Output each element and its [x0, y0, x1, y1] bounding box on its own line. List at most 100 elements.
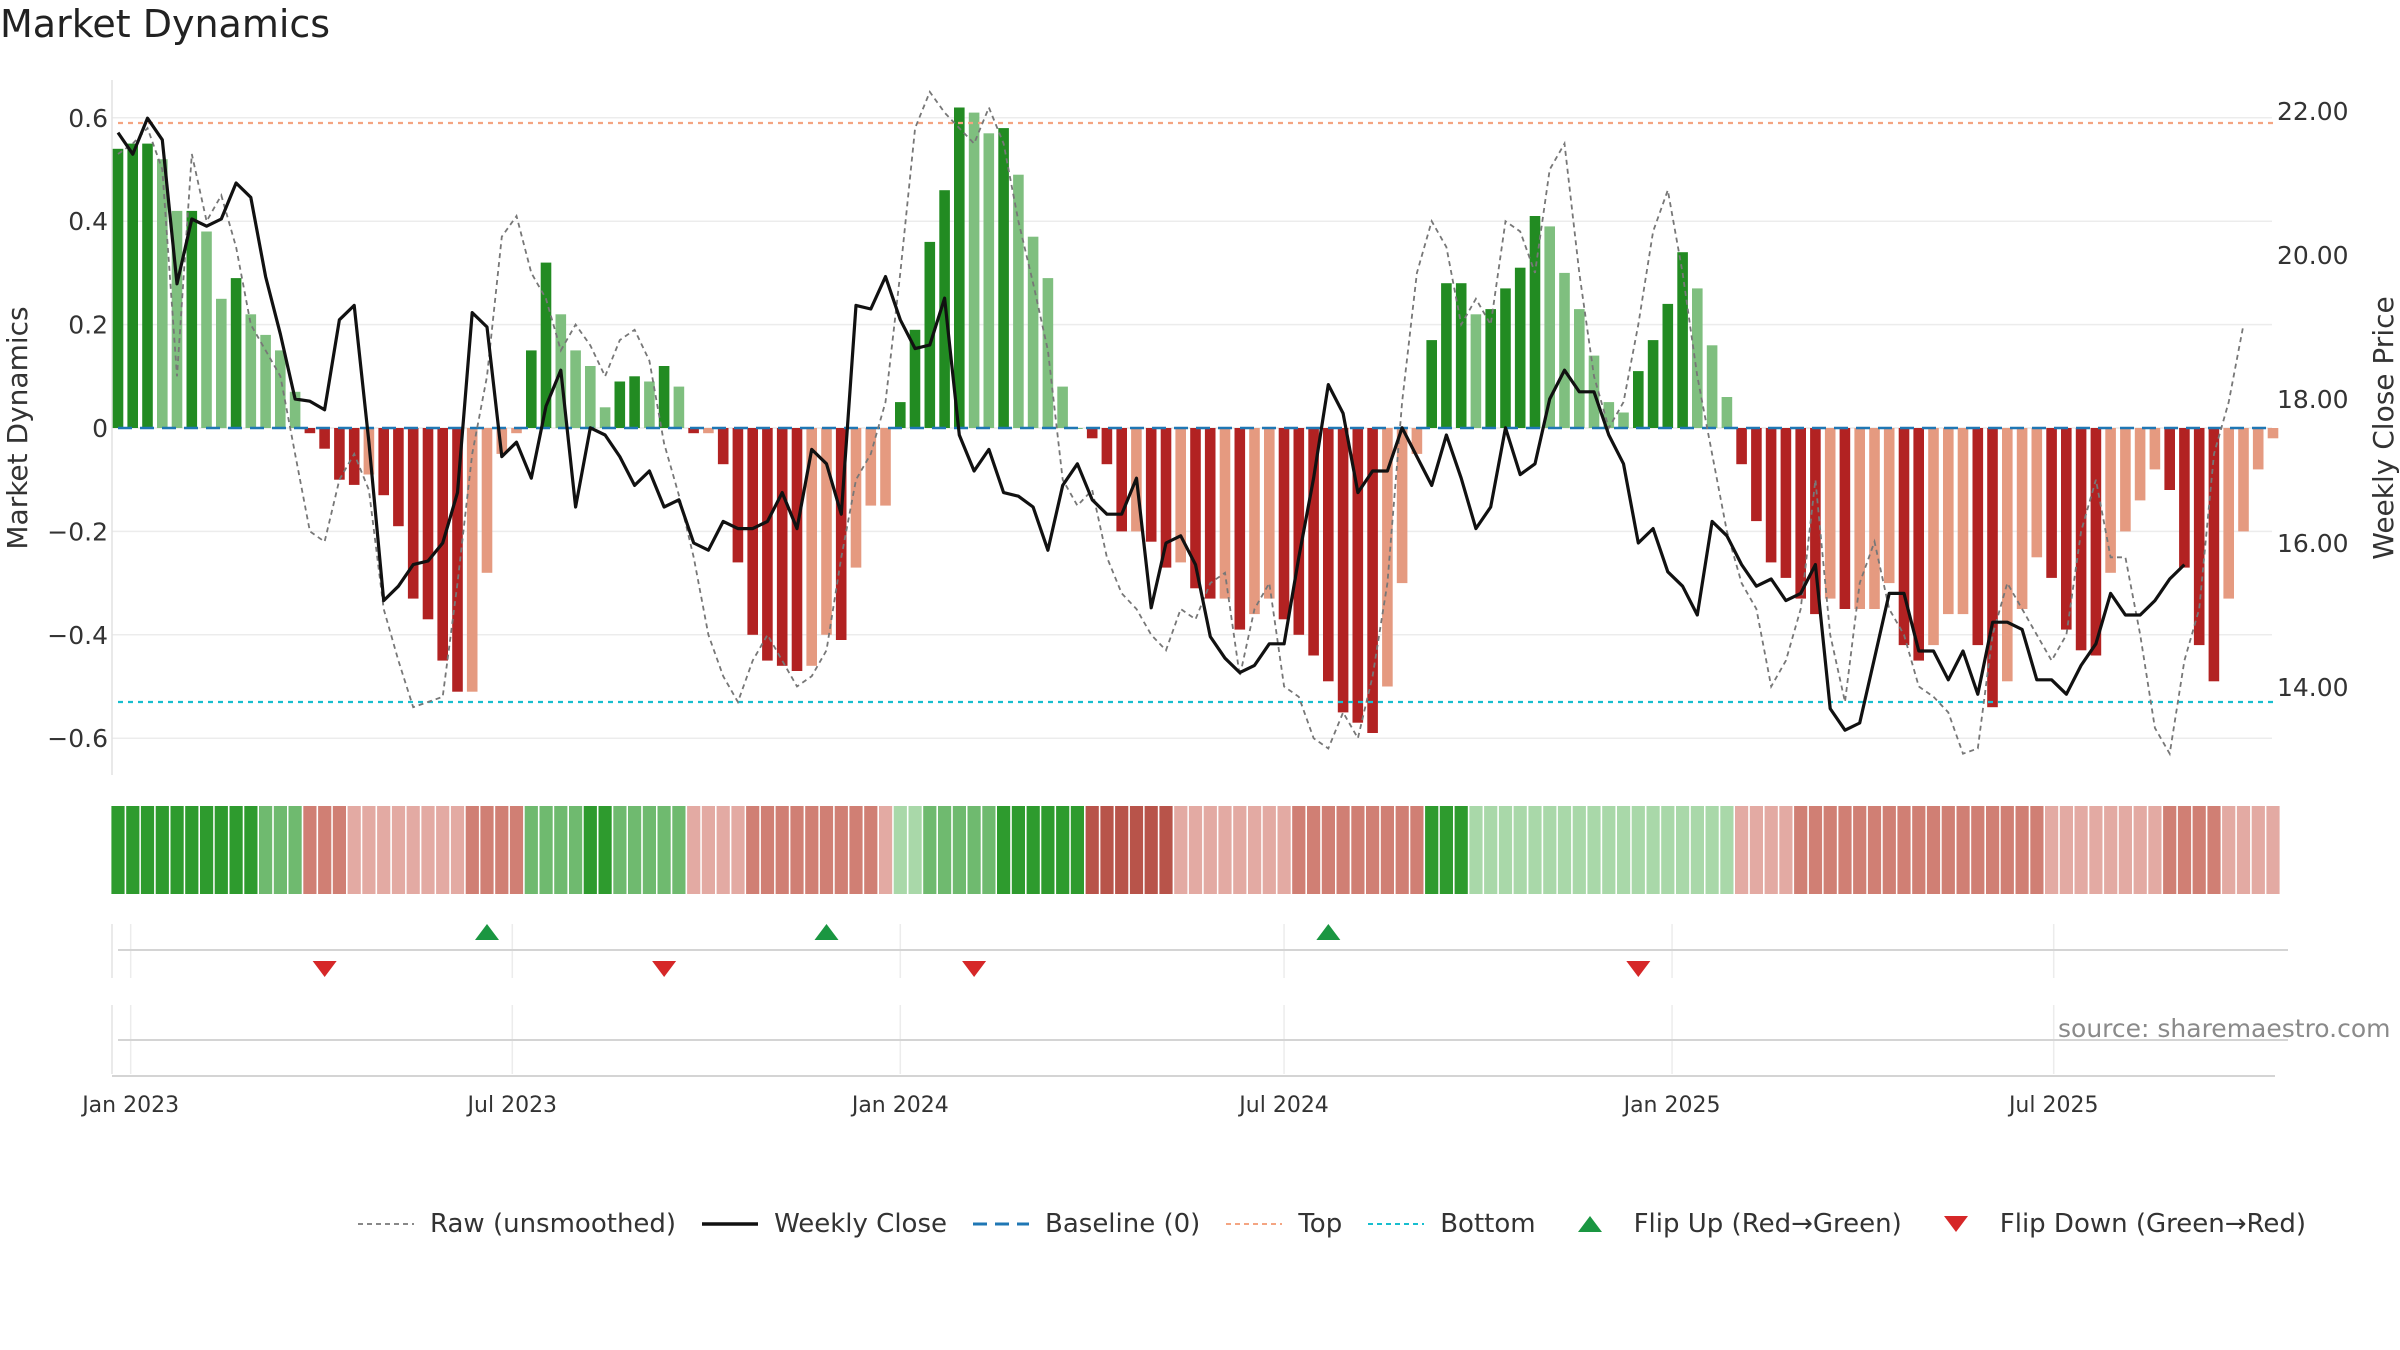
regime-cell	[672, 806, 686, 894]
x-tick-label: Jan 2024	[850, 1093, 949, 1118]
regime-cell	[214, 806, 228, 894]
regime-cell	[1986, 806, 2000, 894]
dynamics-bar	[2031, 428, 2043, 558]
dynamics-bar	[1677, 252, 1688, 428]
raw-series-line	[117, 90, 2245, 757]
regime-cell	[849, 806, 863, 894]
dynamics-bar	[1337, 428, 1349, 713]
regime-cell	[982, 806, 996, 894]
dynamics-bar	[407, 428, 419, 599]
dynamics-bar	[1559, 272, 1570, 428]
dynamics-bar	[1441, 283, 1452, 428]
regime-cell	[2000, 806, 2014, 894]
regime-cell	[1941, 806, 1955, 894]
regime-cell	[598, 806, 612, 894]
regime-cell	[111, 806, 125, 894]
dynamics-bar	[1293, 428, 1305, 635]
legend-item: Bottom	[1366, 1209, 1536, 1239]
dynamics-bar	[658, 366, 670, 428]
regime-cell	[200, 806, 214, 894]
regime-cell	[790, 806, 804, 894]
dynamics-bar	[1426, 340, 1437, 428]
dynamics-bar	[806, 428, 817, 666]
dynamics-bar	[348, 428, 360, 485]
dynamics-bar	[289, 391, 301, 428]
left-tick-label: −0.4	[47, 621, 108, 650]
regime-cell	[1144, 806, 1158, 894]
dynamics-bar	[334, 428, 345, 480]
regime-cell	[1749, 806, 1763, 894]
dynamics-bar	[2164, 428, 2175, 490]
dynamics-bar	[1219, 428, 1231, 599]
regime-cell	[1307, 806, 1321, 894]
regime-cell	[2030, 806, 2044, 894]
dynamics-bar	[142, 143, 153, 428]
regime-cell	[318, 806, 332, 894]
dynamics-bar	[526, 350, 537, 428]
dynamics-bar	[2002, 428, 2013, 682]
dynamics-bar	[2179, 428, 2190, 568]
regime-cell	[1174, 806, 1188, 894]
dynamics-bar	[1145, 428, 1157, 542]
x-tick-label: Jul 2024	[1237, 1093, 1329, 1118]
dynamics-bar	[2149, 428, 2161, 470]
regime-cell	[1351, 806, 1365, 894]
dynamics-bar	[1603, 402, 1615, 428]
regime-cell	[185, 806, 199, 894]
regime-cell	[1631, 806, 1645, 894]
regime-cell	[1203, 806, 1217, 894]
dynamics-bar	[1485, 309, 1496, 428]
dynamics-bar	[1396, 428, 1408, 584]
dynamics-bar	[2238, 428, 2249, 532]
bottom-panel	[111, 1005, 2288, 1077]
dynamics-bar	[791, 428, 803, 671]
dynamics-bar	[1765, 428, 1777, 563]
axes-layer: −0.6 −0.4 −0.2 0 0.2 0.4 0.6 14.00 16.00 18.00 20.…	[1, 97, 2400, 753]
dynamics-bar	[216, 298, 227, 429]
dynamics-bar	[644, 381, 655, 428]
dynamics-bar	[747, 428, 758, 635]
regime-cell	[1439, 806, 1453, 894]
flip-panel	[111, 924, 2288, 978]
regime-cell	[539, 806, 553, 894]
dynamics-bar	[983, 133, 995, 429]
regime-cell	[2236, 806, 2251, 894]
regime-cell	[1262, 806, 1276, 894]
dynamics-bar	[968, 112, 980, 428]
left-tick-label: 0.2	[68, 311, 108, 340]
dynamics-bar	[776, 428, 788, 666]
legend-item: Raw (unsmoothed)	[356, 1209, 676, 1239]
regime-cell	[1853, 806, 1867, 894]
regime-cell	[554, 806, 568, 894]
regime-cell	[1690, 806, 1704, 894]
right-tick-label: 22.00	[2277, 97, 2349, 126]
dynamics-bar	[954, 107, 965, 428]
regime-cell	[1188, 806, 1203, 894]
dynamics-bar	[1278, 428, 1290, 620]
regime-cell	[229, 806, 243, 894]
flip-down-marker	[652, 961, 677, 977]
dynamics-bar	[880, 428, 891, 506]
regime-cell	[1838, 806, 1852, 894]
dynamics-bar	[924, 241, 936, 428]
dynamics-bar	[1116, 428, 1127, 532]
regime-cell	[2207, 806, 2221, 894]
regime-cell	[1646, 806, 1660, 894]
regime-cell	[1056, 806, 1070, 894]
regime-cell	[2089, 806, 2103, 894]
regime-cell	[347, 806, 361, 894]
legend-swatch	[1926, 1214, 1986, 1234]
dynamics-bar	[1706, 345, 1718, 428]
dynamics-bar	[2016, 428, 2028, 609]
regime-cell	[332, 806, 346, 894]
dynamics-bar	[1957, 428, 1969, 615]
dynamics-bar	[422, 428, 434, 620]
lines-layer	[116, 90, 2245, 757]
dynamics-bar	[1086, 428, 1098, 439]
y-axis-left-title: Market Dynamics	[1, 306, 34, 549]
regime-strip	[111, 806, 2280, 894]
regime-cell	[879, 806, 893, 894]
dynamics-bar	[1943, 428, 1954, 615]
dynamics-bar	[1751, 428, 1762, 522]
dynamics-bar	[1647, 340, 1659, 428]
